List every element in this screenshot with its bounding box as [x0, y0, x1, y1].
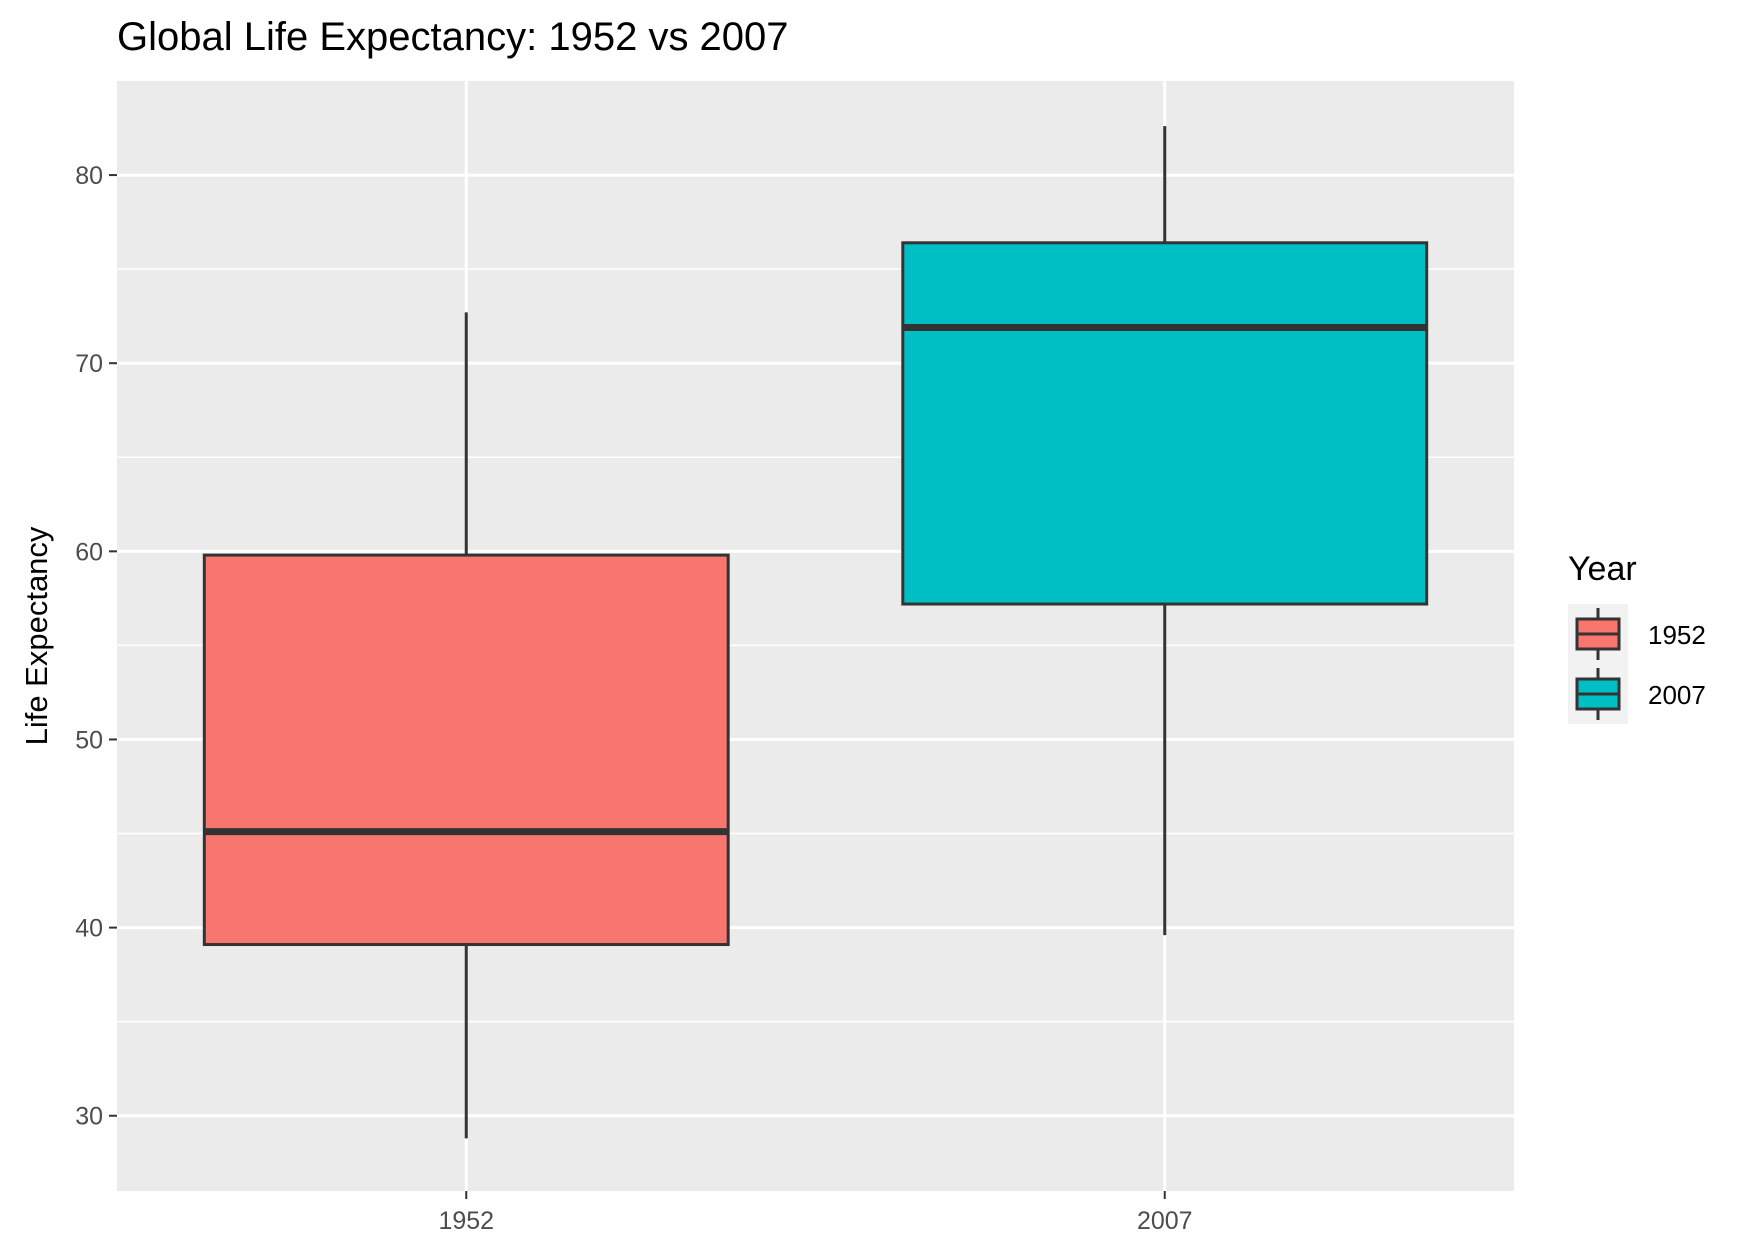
y-tick-label: 60 [75, 538, 103, 566]
y-axis-ticks: 30 40 50 60 70 80 [75, 162, 117, 1131]
box-1952 [202, 312, 730, 1139]
box-iqr [202, 553, 730, 947]
y-tick-label: 30 [75, 1103, 103, 1131]
x-tick-label: 2007 [1137, 1207, 1193, 1235]
legend-label: 1952 [1648, 620, 1706, 650]
y-axis-title: Life Expectancy [19, 526, 54, 745]
x-axis-ticks: 1952 2007 [438, 1191, 1193, 1235]
y-tick-label: 80 [75, 162, 103, 190]
y-tick-label: 40 [75, 915, 103, 943]
chart-title: Global Life Expectancy: 1952 vs 2007 [117, 15, 789, 59]
boxplot-marks [202, 126, 1429, 1139]
legend-item-2007: 2007 [1575, 668, 1706, 720]
box-iqr [901, 241, 1429, 606]
legend: Year 1952 2007 [1568, 550, 1706, 724]
y-tick-label: 50 [75, 726, 103, 754]
legend-label: 2007 [1648, 680, 1706, 710]
box-2007 [901, 126, 1429, 936]
legend-item-1952: 1952 [1575, 608, 1706, 660]
y-tick-label: 70 [75, 350, 103, 378]
legend-title: Year [1568, 550, 1637, 588]
x-tick-label: 1952 [438, 1207, 494, 1235]
